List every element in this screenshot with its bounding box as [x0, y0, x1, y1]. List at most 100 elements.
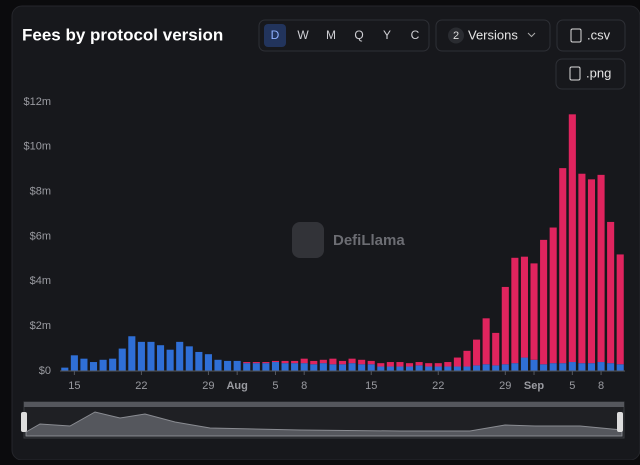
x-tick-label: 5 [272, 380, 278, 392]
bar [492, 332, 500, 366]
bar [396, 362, 404, 367]
bar [281, 360, 289, 364]
interval-button[interactable]: Q [354, 28, 363, 42]
bar [291, 360, 299, 364]
bar [568, 114, 576, 363]
bar [616, 364, 624, 371]
bar [540, 239, 548, 365]
bar [271, 362, 280, 371]
bar [367, 360, 375, 365]
brush-handle[interactable] [21, 412, 27, 432]
bar [291, 363, 299, 371]
bar [453, 366, 461, 371]
bar [310, 360, 318, 365]
x-tick-label: Sep [524, 380, 544, 392]
x-tick-label: 8 [598, 380, 604, 392]
bar [501, 364, 509, 371]
file-icon [570, 28, 582, 43]
interval-button[interactable]: C [411, 28, 420, 42]
bar [492, 365, 500, 371]
x-tick-label: 15 [68, 380, 80, 392]
bar [511, 363, 519, 371]
interval-button[interactable]: Y [383, 28, 391, 42]
bar [166, 349, 174, 371]
bar [540, 364, 548, 371]
bar [501, 286, 509, 365]
bar [578, 363, 586, 371]
bar [415, 365, 423, 371]
bar [549, 363, 557, 371]
bar [137, 341, 145, 371]
x-tick-label: 22 [432, 380, 444, 392]
bar [109, 358, 117, 371]
interval-active [264, 24, 286, 47]
bar [444, 362, 452, 367]
watermark: DefiLlama [333, 232, 405, 249]
y-tick-label: $6m [30, 230, 51, 242]
bar [597, 362, 605, 371]
bar [329, 358, 337, 365]
bar [319, 363, 327, 371]
interval-button[interactable]: D [271, 28, 280, 42]
file-icon [569, 66, 581, 81]
chart-title: Fees by protocol version [22, 25, 223, 44]
bar [348, 363, 356, 371]
bar [271, 360, 280, 363]
bar [348, 358, 356, 364]
x-tick-label: 15 [365, 380, 377, 392]
y-tick-label: $8m [30, 186, 51, 198]
bar [338, 364, 347, 371]
bar [559, 168, 567, 364]
bar [358, 364, 366, 371]
bar [587, 363, 596, 371]
png-label: .png [586, 65, 611, 80]
bar [243, 363, 251, 371]
bar [559, 363, 567, 371]
bar [99, 359, 107, 371]
bar [319, 359, 327, 364]
bar [463, 366, 471, 371]
interval-group [258, 19, 430, 52]
x-tick-label: 29 [202, 380, 214, 392]
bar [386, 362, 394, 367]
brush-handle[interactable] [617, 412, 623, 432]
versions-button[interactable] [435, 19, 551, 52]
y-tick-label: $2m [30, 320, 51, 332]
x-tick-label: 29 [499, 380, 511, 392]
bar [358, 359, 366, 365]
bar [511, 257, 519, 364]
bar [530, 359, 538, 371]
interval-button[interactable]: M [326, 28, 336, 42]
bar [80, 358, 88, 371]
bar [473, 339, 481, 366]
bar [176, 341, 184, 371]
bar [262, 363, 270, 371]
watermark-logo [292, 222, 324, 258]
bar [616, 254, 624, 365]
bar [463, 350, 471, 367]
bar [405, 363, 414, 367]
y-tick-label: $12m [23, 96, 51, 108]
bar [434, 366, 442, 371]
bar [157, 345, 165, 371]
x-tick-label: Aug [226, 380, 247, 392]
interval-button[interactable]: W [297, 28, 309, 42]
bar [70, 355, 78, 371]
bar [607, 363, 615, 371]
csv-button[interactable] [556, 19, 626, 52]
versions-label: Versions [468, 27, 518, 42]
bar [89, 362, 98, 371]
csv-label: .csv [587, 27, 611, 42]
bar [224, 360, 232, 371]
bar [482, 318, 490, 365]
bar [61, 367, 69, 371]
bar [587, 179, 596, 364]
y-tick-label: $0 [39, 365, 51, 377]
bar [128, 336, 136, 371]
bar [300, 363, 308, 371]
bar [243, 362, 251, 364]
brush-bar[interactable] [24, 402, 624, 407]
bar [607, 221, 615, 364]
